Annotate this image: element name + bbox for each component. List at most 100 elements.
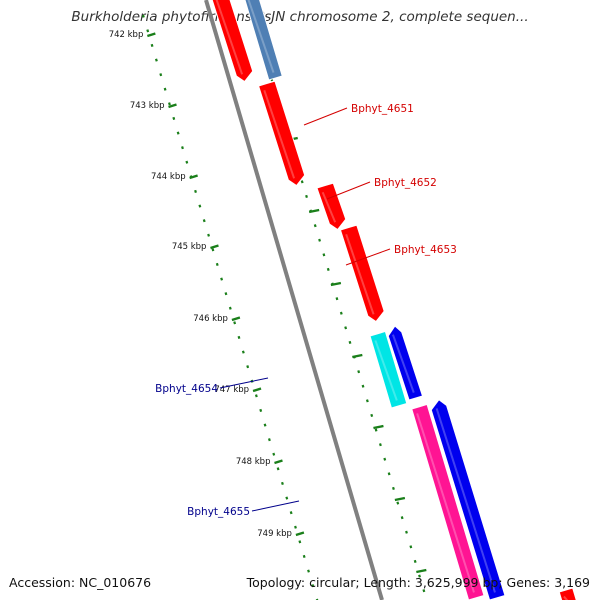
scale-dot [383, 457, 387, 461]
scale-dot [215, 262, 219, 267]
scale-dot [392, 486, 395, 491]
gene-bphyt-4655-highlight [435, 408, 496, 593]
scale-dot [313, 224, 317, 228]
scale-dot [263, 423, 267, 427]
scale-dot [259, 408, 263, 413]
gene-bphyt-4653-highlight [345, 233, 375, 315]
scale-dot [267, 438, 271, 442]
feature-pink-highlight [416, 413, 475, 593]
scale-dot [220, 277, 224, 281]
scale-dot [246, 365, 250, 369]
scale-dot [181, 146, 184, 150]
label-leader [303, 107, 348, 126]
tick-marks: 742 kbp 743 kbp 744 kbp 745 kbp 746 kbp 747 k… [109, 30, 427, 574]
tick-mark [394, 496, 406, 502]
scale-dots-inner [141, 14, 319, 600]
gene-bphyt-4654-highlight [391, 334, 415, 393]
scale-dot [315, 598, 319, 600]
scale-dot [176, 131, 180, 135]
scale-dot [194, 189, 197, 194]
tick-mark [231, 316, 241, 322]
scale-dot [307, 569, 310, 573]
scale-dot [159, 73, 163, 77]
feature-steelblue [244, 0, 283, 81]
gene-label-bphyt_4655[interactable]: Bphyt_4655 [187, 506, 250, 518]
scale-dot [224, 292, 228, 296]
gene-bphyt-4651 [257, 80, 306, 187]
scale-dot [357, 370, 361, 374]
gene-label-bphyt_4651[interactable]: Bphyt_4651 [351, 103, 414, 115]
scale-dot [198, 204, 202, 208]
scale-dot [154, 58, 158, 62]
scale-dot [378, 443, 382, 447]
scale-dot [228, 306, 232, 310]
scale-dot [281, 481, 284, 486]
feature-steelblue-highlight [247, 0, 275, 73]
tick-mark [373, 424, 384, 430]
scale-dot [254, 394, 258, 398]
scale-dot [163, 87, 167, 91]
scale-dot [294, 525, 297, 529]
summary-text: Topology: circular; Length: 3,625,999 bp… [246, 575, 590, 590]
scale-dot [413, 559, 417, 564]
scale-dot [322, 253, 326, 257]
scale-dot [344, 326, 348, 330]
feature-cyan [369, 330, 408, 409]
tick-mark [295, 531, 305, 537]
gene-label-bphyt_4653[interactable]: Bphyt_4653 [394, 244, 457, 256]
scale-dot [311, 584, 315, 588]
gene-labels: Bphyt_4651 Bphyt_4652 Bphyt_4653 Bphyt_4654… [155, 103, 457, 518]
scale-dot [146, 29, 150, 33]
scale-dot [400, 516, 404, 520]
scale-dot [361, 384, 365, 388]
scale-dot [405, 530, 408, 534]
scale-dot [300, 180, 304, 184]
scale-dot [207, 233, 210, 237]
scale-dot [396, 501, 400, 505]
label-leader [251, 500, 300, 512]
scale-dot [348, 340, 352, 345]
gene-bphyt-4654 [387, 325, 424, 401]
tick-label: 742 kbp [109, 30, 144, 40]
feature-pink [411, 403, 485, 600]
tick-label: 745 kbp [172, 242, 207, 252]
tick-mark [352, 353, 363, 359]
scale-dot [289, 511, 293, 515]
scale-dot [272, 452, 276, 456]
gene-bphyt-4650 [211, 0, 254, 83]
scale-dot [387, 472, 391, 476]
scale-dot [335, 297, 339, 301]
tick-mark [210, 244, 219, 250]
tick-mark [168, 103, 177, 109]
scale-dot [365, 399, 369, 403]
scale-dot [326, 267, 330, 272]
tick-mark [416, 568, 427, 574]
tick-mark [252, 387, 262, 393]
scale-dot [241, 350, 245, 354]
scale-dot [276, 467, 280, 471]
scale-dot [150, 43, 154, 48]
tick-label: 749 kbp [257, 529, 292, 539]
scale-dot [422, 589, 426, 593]
gene-label-bphyt_4654[interactable]: Bphyt_4654 [155, 383, 218, 395]
scale-dot [185, 160, 189, 164]
label-leader [345, 248, 391, 266]
scale-dot [302, 554, 306, 559]
accession-text: Accession: NC_010676 [9, 575, 152, 590]
label-leader [219, 377, 269, 389]
scale-dot [370, 413, 374, 418]
tick-mark [189, 174, 198, 180]
scale-dot [409, 545, 413, 549]
tick-mark [308, 208, 320, 214]
scale-dot [202, 219, 206, 223]
scale-dot [233, 321, 237, 325]
gene-bphyt-4650-highlight [215, 0, 244, 75]
scale-dot [141, 14, 145, 18]
scale-dot [285, 496, 289, 500]
tick-mark [330, 281, 342, 287]
scale-dot [339, 311, 343, 315]
gene-label-bphyt_4652[interactable]: Bphyt_4652 [374, 177, 437, 189]
scale-dot [298, 540, 302, 544]
tick-label: 748 kbp [236, 457, 271, 467]
